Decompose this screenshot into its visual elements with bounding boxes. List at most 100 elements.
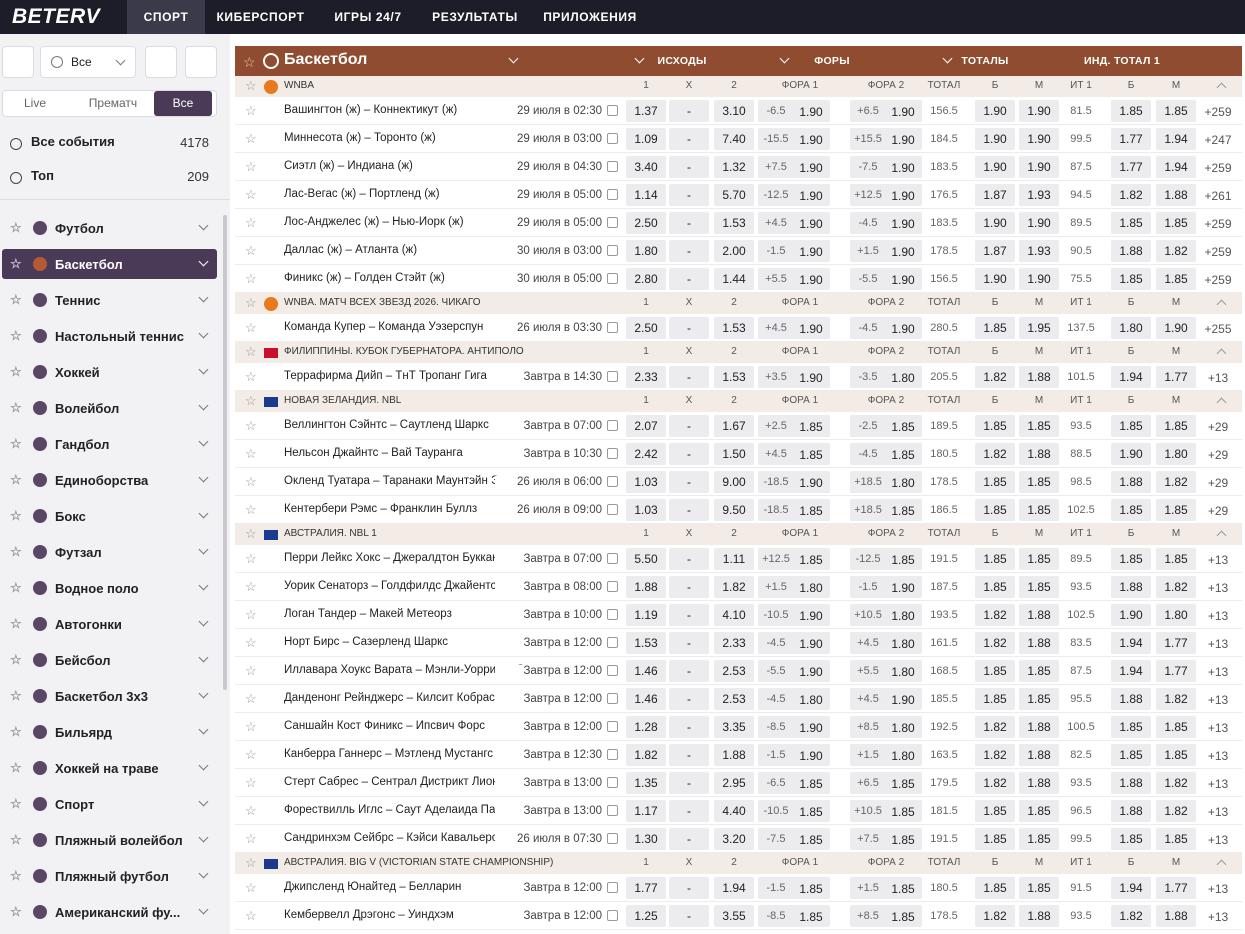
star-icon[interactable]: ☆	[245, 131, 257, 146]
sport-item[interactable]: ☆ Баскетбол 3х3	[2, 681, 217, 711]
odds-value[interactable]: 1.80	[891, 371, 915, 385]
match-teams[interactable]: Канберра Ганнерс – Мэтленд Мустангс	[284, 748, 494, 760]
odds-value[interactable]: -	[669, 471, 709, 493]
odds-value[interactable]: 1.82	[626, 744, 666, 766]
odds-value[interactable]: -8.5	[766, 721, 786, 733]
odds-value[interactable]: 1.85	[891, 420, 915, 434]
odds-value[interactable]: 1.85	[891, 777, 915, 791]
odds-value[interactable]: -7.5	[858, 161, 878, 173]
odds-value[interactable]: 1.90	[891, 217, 915, 231]
odds-value[interactable]: 1.35	[626, 772, 666, 794]
odds-value[interactable]: 1.82	[1111, 184, 1151, 206]
star-icon[interactable]: ☆	[245, 418, 257, 433]
more-markets[interactable]: +13	[1207, 609, 1229, 623]
sport-item[interactable]: ☆ Гандбол	[2, 429, 217, 459]
odds-value[interactable]: 1.80	[1111, 317, 1151, 339]
odds-value[interactable]: 280.5	[930, 322, 958, 334]
match-teams[interactable]: Саншайн Кост Финикс – Ипсвич Форс	[284, 720, 485, 732]
odds-value[interactable]: 1.88	[1019, 744, 1059, 766]
odds-value[interactable]: 1.85	[799, 805, 823, 819]
sport-item[interactable]: ☆ Футбол	[2, 213, 217, 243]
odds-value[interactable]: 1.82	[714, 576, 754, 598]
stats-icon[interactable]	[607, 133, 618, 144]
odds-value[interactable]: 1.80	[891, 637, 915, 651]
odds-value[interactable]: 2.50	[626, 317, 666, 339]
sport-item[interactable]: ☆ Бейсбол	[2, 645, 217, 675]
odds-value[interactable]: 2.53	[714, 688, 754, 710]
match-teams[interactable]: Лас-Вегас (ж) – Портленд (ж)	[284, 188, 440, 200]
match-teams[interactable]: Перри Лейкс Хокс – Джералдтон Букканирс	[284, 552, 518, 564]
odds-value[interactable]: 1.77	[1156, 632, 1196, 654]
odds-value[interactable]: 1.90	[891, 105, 915, 119]
odds-value[interactable]: 205.5	[930, 371, 958, 383]
stats-icon[interactable]	[607, 777, 618, 788]
more-markets[interactable]: +259	[1204, 161, 1232, 175]
odds-value[interactable]: 1.90	[891, 322, 915, 336]
stats-icon[interactable]	[607, 609, 618, 620]
odds-value[interactable]: 1.90	[1019, 212, 1059, 234]
odds-value[interactable]: 1.88	[1019, 604, 1059, 626]
odds-value[interactable]: 9.00	[714, 471, 754, 493]
collapse-chevron[interactable]	[1216, 299, 1227, 310]
odds-value[interactable]: 1.85	[799, 553, 823, 567]
odds-value[interactable]: 1.90	[799, 189, 823, 203]
odds-value[interactable]: 1.88	[1019, 905, 1059, 927]
odds-value[interactable]: +4.5	[765, 448, 787, 460]
more-markets[interactable]: +261	[1204, 189, 1232, 203]
odds-value[interactable]: 81.5	[1070, 105, 1092, 117]
odds-value[interactable]: 1.82	[1156, 688, 1196, 710]
odds-value[interactable]: -	[669, 268, 709, 290]
market-group[interactable]: ИСХОДЫ	[657, 55, 707, 67]
odds-value[interactable]: 95.5	[1070, 693, 1092, 705]
odds-value[interactable]: 1.87	[975, 240, 1015, 262]
odds-value[interactable]: 1.90	[1019, 268, 1059, 290]
odds-value[interactable]: 1.80	[1156, 604, 1196, 626]
stats-icon[interactable]	[607, 189, 618, 200]
odds-value[interactable]: 1.90	[975, 268, 1015, 290]
sport-item[interactable]: ☆ Хоккей на траве	[2, 753, 217, 783]
star-icon[interactable]: ☆	[245, 747, 257, 762]
odds-value[interactable]: -5.5	[858, 273, 878, 285]
odds-value[interactable]: 1.88	[1019, 632, 1059, 654]
odds-value[interactable]: 1.80	[891, 721, 915, 735]
odds-value[interactable]: 7.40	[714, 128, 754, 150]
odds-value[interactable]: 89.5	[1070, 217, 1092, 229]
odds-value[interactable]: 4.40	[714, 800, 754, 822]
star-icon[interactable]: ☆	[245, 215, 257, 230]
odds-value[interactable]: -	[669, 212, 709, 234]
odds-value[interactable]: 1.90	[799, 133, 823, 147]
odds-value[interactable]: 9.50	[714, 499, 754, 521]
odds-value[interactable]: 2.80	[626, 268, 666, 290]
odds-value[interactable]: 1.85	[1111, 499, 1151, 521]
odds-value[interactable]: 1.85	[799, 777, 823, 791]
odds-value[interactable]: -	[669, 100, 709, 122]
odds-value[interactable]: +4.5	[857, 693, 879, 705]
odds-value[interactable]: 1.03	[626, 499, 666, 521]
odds-value[interactable]: 2.95	[714, 772, 754, 794]
odds-value[interactable]: 1.85	[1019, 877, 1059, 899]
sport-item[interactable]: ☆ Хоккей	[2, 357, 217, 387]
odds-value[interactable]: 1.88	[626, 576, 666, 598]
odds-value[interactable]: 163.5	[930, 749, 958, 761]
sport-item[interactable]: ☆ Теннис	[2, 285, 217, 315]
odds-value[interactable]: 1.85	[1111, 548, 1151, 570]
league-name[interactable]: WNBA. МАТЧ ВСЕХ ЗВЕЗД 2026. ЧИКАГО	[284, 297, 481, 308]
odds-value[interactable]: 1.85	[975, 576, 1015, 598]
odds-value[interactable]: 1.82	[1156, 471, 1196, 493]
odds-value[interactable]: 1.88	[1156, 184, 1196, 206]
odds-value[interactable]: 1.82	[975, 772, 1015, 794]
odds-value[interactable]: 101.5	[1067, 371, 1095, 383]
odds-value[interactable]: 1.80	[891, 665, 915, 679]
odds-value[interactable]: 1.82	[975, 744, 1015, 766]
sport-item[interactable]: ☆ Бильярд	[2, 717, 217, 747]
sport-item[interactable]: ☆ Волейбол	[2, 393, 217, 423]
more-markets[interactable]: +13	[1207, 749, 1229, 763]
odds-value[interactable]: 1.85	[1019, 499, 1059, 521]
odds-value[interactable]: 1.85	[975, 828, 1015, 850]
odds-value[interactable]: 1.85	[1019, 688, 1059, 710]
stats-icon[interactable]	[607, 833, 618, 844]
odds-value[interactable]: 87.5	[1070, 665, 1092, 677]
odds-value[interactable]: 1.44	[714, 268, 754, 290]
odds-value[interactable]: 1.82	[1156, 240, 1196, 262]
more-markets[interactable]: +29	[1207, 476, 1229, 490]
